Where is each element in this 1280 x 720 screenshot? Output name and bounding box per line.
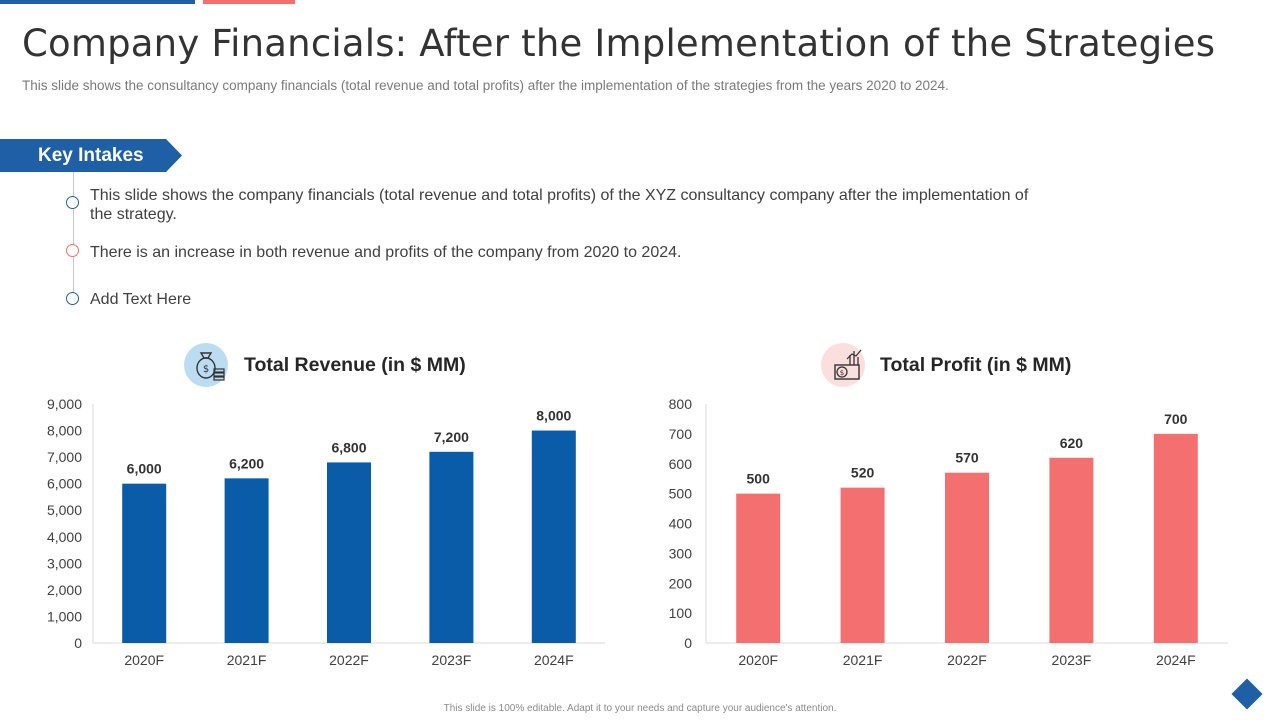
profit-y-tick-label: 200 (669, 575, 693, 591)
revenue-y-tick-label: 5,000 (47, 502, 82, 518)
revenue-data-label: 7,200 (434, 429, 469, 445)
profit-x-tick-label: 2023F (1052, 652, 1092, 668)
profit-bar (1049, 457, 1094, 643)
revenue-x-tick-label: 2021F (227, 652, 267, 668)
key-intake-item-3: Add Text Here (90, 291, 192, 308)
profit-data-label: 500 (747, 471, 771, 487)
revenue-x-tick-label: 2024F (534, 652, 574, 668)
revenue-y-tick-label: 9,000 (47, 396, 82, 412)
money-bag-icon: $ (184, 343, 228, 387)
key-intake-item-2: There is an increase in both revenue and… (90, 244, 682, 261)
profit-y-tick-label: 400 (669, 516, 693, 532)
revenue-y-tick-label: 0 (74, 635, 82, 651)
profit-x-tick-label: 2020F (738, 652, 778, 668)
revenue-y-tick-label: 2,000 (47, 582, 82, 598)
profit-x-tick-label: 2021F (843, 652, 883, 668)
revenue-bar (429, 451, 474, 643)
profit-bar (945, 472, 989, 643)
profit-data-label: 570 (955, 450, 979, 466)
revenue-x-tick-label: 2020F (124, 652, 164, 668)
revenue-bar (122, 483, 167, 643)
revenue-x-tick-label: 2023F (432, 652, 472, 668)
top-accent-bar-red (203, 0, 295, 4)
profit-data-label: 620 (1060, 435, 1084, 451)
timeline-line (73, 172, 74, 300)
profit-bar (840, 487, 885, 643)
revenue-y-tick-label: 6,000 (47, 476, 82, 492)
svg-text:$: $ (840, 369, 844, 377)
profit-x-tick-label: 2024F (1156, 652, 1196, 668)
profit-bar (1153, 433, 1198, 643)
revenue-y-tick-label: 3,000 (47, 555, 82, 571)
profit-y-tick-label: 500 (669, 486, 693, 502)
bullet-marker-2 (66, 244, 79, 257)
money-growth-icon: $ (821, 343, 865, 387)
revenue-data-label: 8,000 (536, 408, 571, 424)
profit-chart-title: Total Profit (in $ MM) (880, 354, 1072, 376)
revenue-bar (531, 430, 576, 643)
bullet-marker-3 (66, 292, 79, 305)
revenue-bar (224, 478, 269, 643)
bullet-marker-1 (66, 196, 79, 209)
profit-data-label: 700 (1164, 411, 1188, 427)
revenue-y-tick-label: 4,000 (47, 529, 82, 545)
revenue-y-tick-label: 8,000 (47, 423, 82, 439)
key-intake-item-1: This slide shows the company financials … (90, 187, 1029, 223)
revenue-y-tick-label: 1,000 (47, 608, 82, 624)
profit-data-label: 520 (851, 465, 875, 481)
revenue-chart-title: Total Revenue (in $ MM) (244, 354, 466, 376)
revenue-bar (327, 462, 371, 643)
footer-note: This slide is 100% editable. Adapt it to… (443, 703, 837, 714)
page-title: Company Financials: After the Implementa… (22, 22, 1216, 65)
revenue-data-label: 6,200 (229, 455, 264, 471)
revenue-data-label: 6,800 (331, 439, 366, 455)
svg-text:$: $ (203, 364, 209, 375)
key-intakes-tag: Key Intakes (0, 139, 182, 172)
page-subtitle: This slide shows the consultancy company… (22, 78, 949, 93)
profit-x-tick-label: 2022F (947, 652, 987, 668)
profit-bar-chart: 0 100 200 300 400 500 600 700 800 500 2020F 520 2021… (669, 396, 1228, 668)
revenue-data-label: 6,000 (127, 461, 162, 477)
profit-bar (736, 493, 781, 643)
profit-y-tick-label: 300 (669, 545, 693, 561)
profit-y-tick-label: 600 (669, 456, 693, 472)
profit-y-tick-label: 800 (669, 396, 693, 412)
profit-y-tick-label: 0 (684, 635, 692, 651)
profit-y-tick-label: 700 (669, 426, 693, 442)
revenue-y-tick-label: 7,000 (47, 449, 82, 465)
revenue-bar-chart: 0 1,000 2,000 3,000 4,000 5,000 6,000 7,000 8,00… (47, 396, 605, 668)
revenue-x-tick-label: 2022F (329, 652, 369, 668)
profit-y-tick-label: 100 (669, 605, 693, 621)
top-accent-bar-blue (0, 0, 195, 4)
